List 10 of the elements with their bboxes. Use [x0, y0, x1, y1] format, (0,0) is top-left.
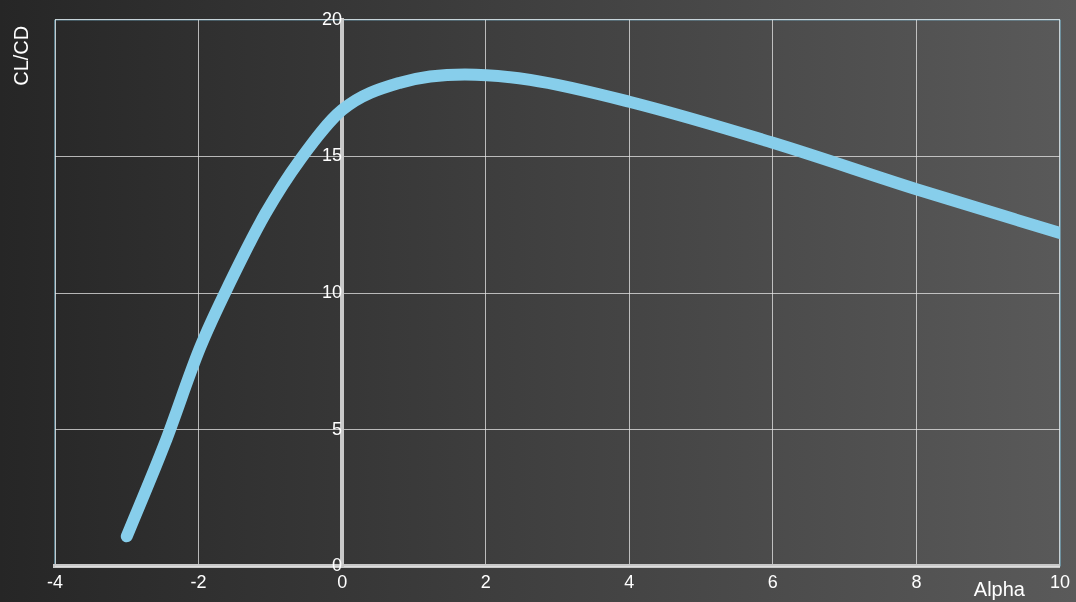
x-tick-label: 2 — [480, 572, 491, 593]
x-tick-label: 4 — [624, 572, 635, 593]
x-tick-label: 10 — [1049, 572, 1070, 593]
x-tick-label: 8 — [911, 572, 922, 593]
x-tick-label: 6 — [767, 572, 778, 593]
x-tick-label: 0 — [337, 572, 348, 593]
x-tick-label: -4 — [46, 572, 64, 593]
x-tick-label: -2 — [190, 572, 207, 593]
y-axis-title: CL/CD — [9, 25, 32, 86]
x-axis-title: Alpha — [973, 577, 1026, 600]
